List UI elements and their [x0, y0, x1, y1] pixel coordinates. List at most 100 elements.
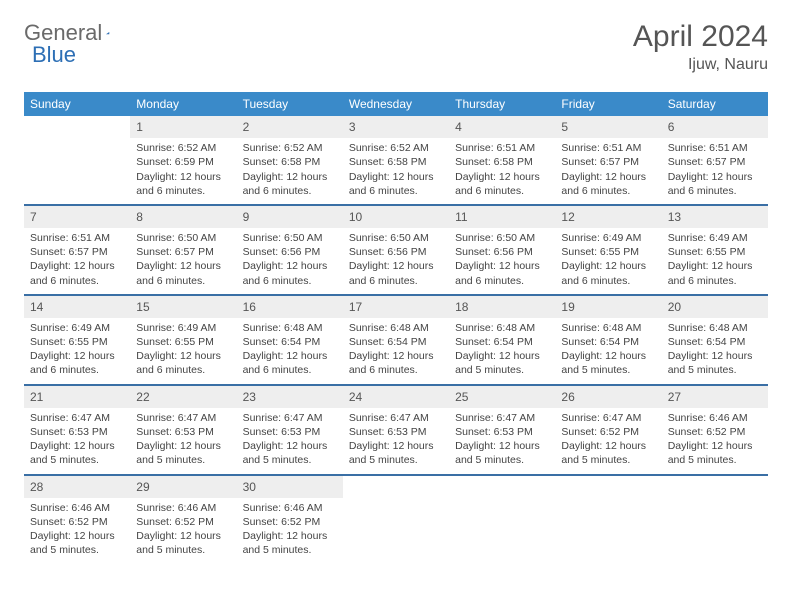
daylight-text: Daylight: 12 hours and 6 minutes. — [349, 259, 443, 287]
sunrise-text: Sunrise: 6:48 AM — [561, 321, 655, 335]
calendar-day-cell: 29Sunrise: 6:46 AMSunset: 6:52 PMDayligh… — [130, 475, 236, 564]
sunset-text: Sunset: 6:59 PM — [136, 155, 230, 169]
daylight-text: Daylight: 12 hours and 5 minutes. — [30, 439, 124, 467]
sunrise-text: Sunrise: 6:51 AM — [668, 141, 762, 155]
sunrise-text: Sunrise: 6:51 AM — [30, 231, 124, 245]
daylight-text: Daylight: 12 hours and 5 minutes. — [349, 439, 443, 467]
weekday-header: Sunday — [24, 92, 130, 116]
day-body: Sunrise: 6:46 AMSunset: 6:52 PMDaylight:… — [662, 408, 768, 474]
sunset-text: Sunset: 6:55 PM — [136, 335, 230, 349]
day-body: Sunrise: 6:50 AMSunset: 6:57 PMDaylight:… — [130, 228, 236, 294]
calendar-day-cell: 26Sunrise: 6:47 AMSunset: 6:52 PMDayligh… — [555, 385, 661, 475]
month-title: April 2024 — [633, 20, 768, 54]
sunset-text: Sunset: 6:52 PM — [243, 515, 337, 529]
calendar-week-row: 7Sunrise: 6:51 AMSunset: 6:57 PMDaylight… — [24, 205, 768, 295]
daylight-text: Daylight: 12 hours and 6 minutes. — [561, 259, 655, 287]
sunset-text: Sunset: 6:53 PM — [30, 425, 124, 439]
day-body: Sunrise: 6:47 AMSunset: 6:53 PMDaylight:… — [343, 408, 449, 474]
day-body: Sunrise: 6:50 AMSunset: 6:56 PMDaylight:… — [449, 228, 555, 294]
day-number: 21 — [24, 386, 130, 408]
day-body: Sunrise: 6:51 AMSunset: 6:57 PMDaylight:… — [24, 228, 130, 294]
day-body: Sunrise: 6:48 AMSunset: 6:54 PMDaylight:… — [662, 318, 768, 384]
day-body: Sunrise: 6:47 AMSunset: 6:52 PMDaylight:… — [555, 408, 661, 474]
calendar-day-cell — [24, 116, 130, 205]
header: General April 2024 Ijuw, Nauru — [24, 20, 768, 74]
daylight-text: Daylight: 12 hours and 5 minutes. — [243, 439, 337, 467]
sunset-text: Sunset: 6:52 PM — [30, 515, 124, 529]
day-body: Sunrise: 6:47 AMSunset: 6:53 PMDaylight:… — [130, 408, 236, 474]
calendar-day-cell: 11Sunrise: 6:50 AMSunset: 6:56 PMDayligh… — [449, 205, 555, 295]
day-number: 24 — [343, 386, 449, 408]
day-number: 28 — [24, 476, 130, 498]
day-number: 17 — [343, 296, 449, 318]
weekday-header: Wednesday — [343, 92, 449, 116]
calendar-day-cell: 28Sunrise: 6:46 AMSunset: 6:52 PMDayligh… — [24, 475, 130, 564]
calendar-day-cell: 10Sunrise: 6:50 AMSunset: 6:56 PMDayligh… — [343, 205, 449, 295]
sunrise-text: Sunrise: 6:49 AM — [668, 231, 762, 245]
daylight-text: Daylight: 12 hours and 6 minutes. — [668, 170, 762, 198]
calendar-day-cell: 30Sunrise: 6:46 AMSunset: 6:52 PMDayligh… — [237, 475, 343, 564]
sunset-text: Sunset: 6:56 PM — [455, 245, 549, 259]
daylight-text: Daylight: 12 hours and 6 minutes. — [30, 259, 124, 287]
day-number: 6 — [662, 116, 768, 138]
day-body: Sunrise: 6:52 AMSunset: 6:58 PMDaylight:… — [343, 138, 449, 204]
day-body: Sunrise: 6:51 AMSunset: 6:57 PMDaylight:… — [555, 138, 661, 204]
day-number: 30 — [237, 476, 343, 498]
calendar-day-cell: 25Sunrise: 6:47 AMSunset: 6:53 PMDayligh… — [449, 385, 555, 475]
day-number: 1 — [130, 116, 236, 138]
daylight-text: Daylight: 12 hours and 6 minutes. — [243, 349, 337, 377]
calendar-day-cell: 16Sunrise: 6:48 AMSunset: 6:54 PMDayligh… — [237, 295, 343, 385]
sunset-text: Sunset: 6:57 PM — [30, 245, 124, 259]
day-number: 2 — [237, 116, 343, 138]
sunset-text: Sunset: 6:55 PM — [30, 335, 124, 349]
sunset-text: Sunset: 6:56 PM — [243, 245, 337, 259]
day-body: Sunrise: 6:48 AMSunset: 6:54 PMDaylight:… — [555, 318, 661, 384]
day-body: Sunrise: 6:48 AMSunset: 6:54 PMDaylight:… — [343, 318, 449, 384]
day-number: 15 — [130, 296, 236, 318]
calendar-day-cell: 22Sunrise: 6:47 AMSunset: 6:53 PMDayligh… — [130, 385, 236, 475]
sunset-text: Sunset: 6:54 PM — [243, 335, 337, 349]
weekday-header: Monday — [130, 92, 236, 116]
day-number: 12 — [555, 206, 661, 228]
calendar-day-cell: 17Sunrise: 6:48 AMSunset: 6:54 PMDayligh… — [343, 295, 449, 385]
sunset-text: Sunset: 6:52 PM — [136, 515, 230, 529]
daylight-text: Daylight: 12 hours and 6 minutes. — [136, 170, 230, 198]
calendar-day-cell: 20Sunrise: 6:48 AMSunset: 6:54 PMDayligh… — [662, 295, 768, 385]
sunset-text: Sunset: 6:55 PM — [561, 245, 655, 259]
sunset-text: Sunset: 6:52 PM — [668, 425, 762, 439]
sunrise-text: Sunrise: 6:49 AM — [136, 321, 230, 335]
daylight-text: Daylight: 12 hours and 6 minutes. — [243, 170, 337, 198]
sunset-text: Sunset: 6:58 PM — [349, 155, 443, 169]
sunrise-text: Sunrise: 6:46 AM — [243, 501, 337, 515]
day-body: Sunrise: 6:50 AMSunset: 6:56 PMDaylight:… — [237, 228, 343, 294]
day-body: Sunrise: 6:49 AMSunset: 6:55 PMDaylight:… — [555, 228, 661, 294]
calendar-day-cell — [662, 475, 768, 564]
day-body: Sunrise: 6:47 AMSunset: 6:53 PMDaylight:… — [237, 408, 343, 474]
calendar-day-cell: 13Sunrise: 6:49 AMSunset: 6:55 PMDayligh… — [662, 205, 768, 295]
sunrise-text: Sunrise: 6:49 AM — [30, 321, 124, 335]
sunrise-text: Sunrise: 6:46 AM — [30, 501, 124, 515]
calendar-week-row: 21Sunrise: 6:47 AMSunset: 6:53 PMDayligh… — [24, 385, 768, 475]
sunrise-text: Sunrise: 6:52 AM — [349, 141, 443, 155]
daylight-text: Daylight: 12 hours and 6 minutes. — [349, 349, 443, 377]
day-body: Sunrise: 6:48 AMSunset: 6:54 PMDaylight:… — [237, 318, 343, 384]
sunset-text: Sunset: 6:53 PM — [455, 425, 549, 439]
day-number: 4 — [449, 116, 555, 138]
sunrise-text: Sunrise: 6:47 AM — [349, 411, 443, 425]
sunrise-text: Sunrise: 6:52 AM — [136, 141, 230, 155]
day-body: Sunrise: 6:48 AMSunset: 6:54 PMDaylight:… — [449, 318, 555, 384]
sunrise-text: Sunrise: 6:46 AM — [668, 411, 762, 425]
sunrise-text: Sunrise: 6:47 AM — [455, 411, 549, 425]
daylight-text: Daylight: 12 hours and 5 minutes. — [668, 439, 762, 467]
calendar-day-cell: 8Sunrise: 6:50 AMSunset: 6:57 PMDaylight… — [130, 205, 236, 295]
calendar-day-cell: 1 Sunrise: 6:52 AMSunset: 6:59 PMDaylight… — [130, 116, 236, 205]
sunset-text: Sunset: 6:56 PM — [349, 245, 443, 259]
calendar-day-cell: 2Sunrise: 6:52 AMSunset: 6:58 PMDaylight… — [237, 116, 343, 205]
calendar-day-cell: 12Sunrise: 6:49 AMSunset: 6:55 PMDayligh… — [555, 205, 661, 295]
logo-triangle-icon — [106, 25, 109, 41]
calendar-day-cell — [555, 475, 661, 564]
daylight-text: Daylight: 12 hours and 6 minutes. — [561, 170, 655, 198]
daylight-text: Daylight: 12 hours and 5 minutes. — [136, 439, 230, 467]
sunset-text: Sunset: 6:52 PM — [561, 425, 655, 439]
calendar-week-row: 14Sunrise: 6:49 AMSunset: 6:55 PMDayligh… — [24, 295, 768, 385]
